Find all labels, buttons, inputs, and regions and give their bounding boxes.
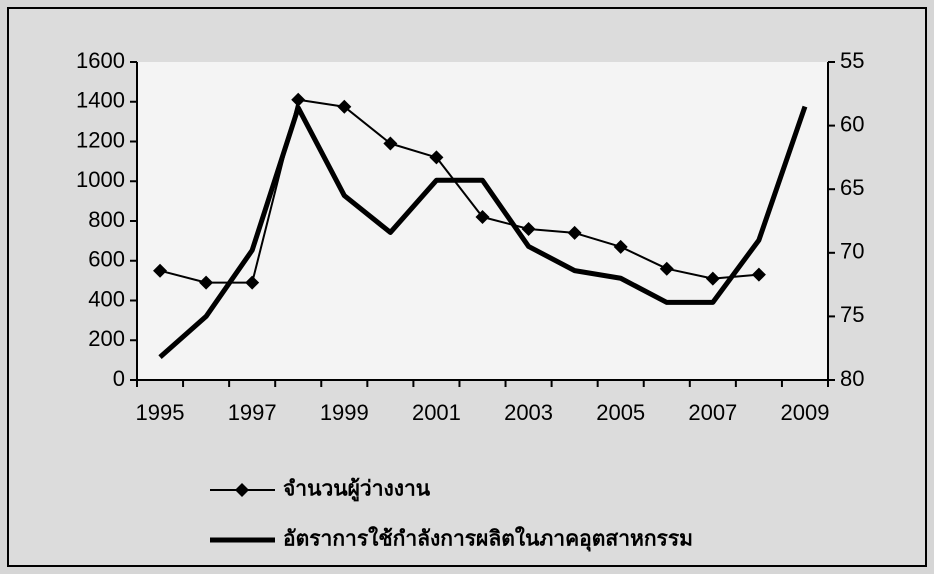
marker: [613, 239, 628, 254]
y-tick-label: 800: [88, 207, 125, 232]
x-tick-label: 2003: [504, 400, 553, 425]
marker: [383, 136, 398, 151]
series-line: [158, 105, 808, 359]
y2-tick-label: 70: [840, 239, 864, 264]
y-tick-label: 400: [88, 286, 125, 311]
x-tick-label: 2001: [412, 400, 461, 425]
marker: [199, 275, 214, 290]
y2-tick-label: 65: [840, 175, 864, 200]
y2-tick-label: 80: [840, 366, 864, 391]
x-tick-label: 2005: [596, 400, 645, 425]
legend-label: อัตราการใช้กำลังการผลิตในภาคอุตสาหกรรม: [283, 526, 693, 553]
y2-tick-label: 75: [840, 302, 864, 327]
y-tick-label: 0: [113, 366, 125, 391]
x-tick-label: 1999: [320, 400, 369, 425]
x-tick-label: 2009: [780, 400, 829, 425]
y-tick-label: 1400: [76, 88, 125, 113]
marker: [429, 150, 444, 165]
x-tick-label: 1995: [136, 400, 185, 425]
y2-tick-label: 55: [840, 48, 864, 73]
y-tick-label: 1000: [76, 167, 125, 192]
y-tick-label: 1200: [76, 127, 125, 152]
marker: [659, 261, 674, 276]
marker: [245, 275, 260, 290]
y2-tick-label: 60: [840, 111, 864, 136]
marker: [521, 221, 536, 236]
marker: [291, 92, 306, 107]
marker: [751, 267, 766, 282]
x-tick-label: 2007: [688, 400, 737, 425]
y-tick-label: 600: [88, 247, 125, 272]
series-line: [159, 98, 759, 284]
marker: [567, 225, 582, 240]
marker: [337, 99, 352, 114]
legend-label: จำนวนผู้ว่างงาน: [283, 477, 431, 503]
marker: [475, 210, 490, 225]
marker: [153, 263, 168, 278]
x-tick-label: 1997: [228, 400, 277, 425]
y-tick-label: 200: [88, 326, 125, 351]
marker: [705, 271, 720, 286]
legend-marker: [235, 483, 249, 497]
y-tick-label: 1600: [76, 48, 125, 73]
